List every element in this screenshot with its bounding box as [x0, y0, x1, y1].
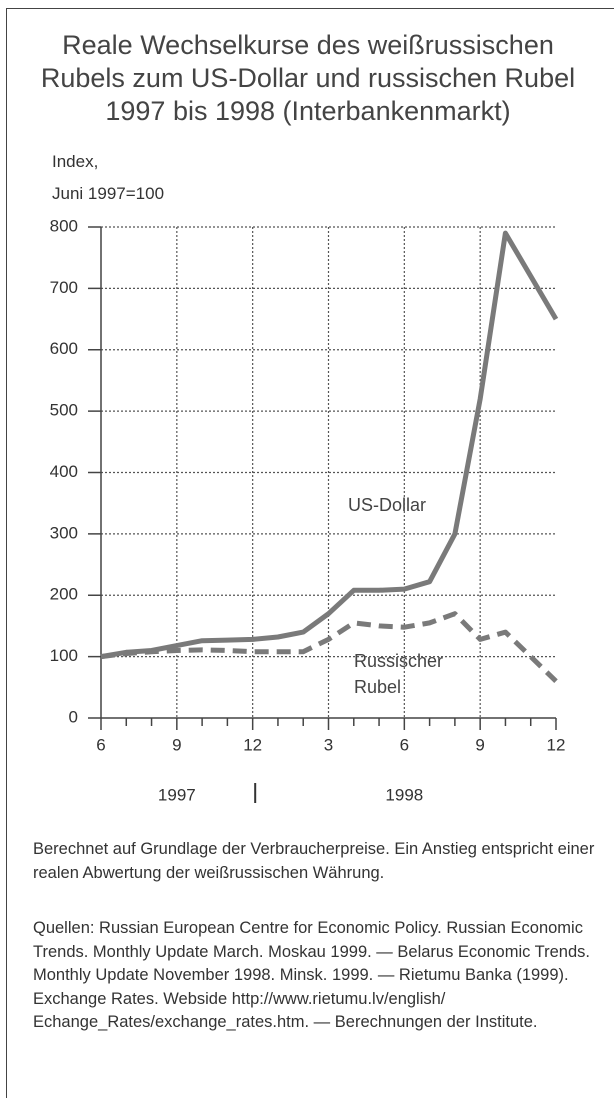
x-tick-label: 6	[96, 735, 105, 754]
series-label: US-Dollar	[348, 495, 427, 515]
y-tick-label: 0	[69, 707, 78, 726]
y-axis-label: Index,	[52, 152, 99, 171]
x-tick-label: 12	[243, 735, 262, 754]
y-tick-label: 400	[50, 462, 78, 481]
x-group-label: 1998	[385, 785, 423, 804]
chart-title: 1997 bis 1998 (Interbankenmarkt)	[105, 96, 511, 126]
chart-title: Reale Wechselkurse des weißrussischen	[62, 30, 554, 60]
y-tick-label: 700	[50, 278, 78, 297]
series-line	[100, 611, 558, 683]
x-tick-label: 3	[324, 735, 333, 754]
x-tick-label: 9	[172, 735, 181, 754]
x-group-label: 1997	[158, 785, 196, 804]
y-tick-label: 300	[50, 523, 78, 542]
series-label: Russischer Rubel	[354, 651, 444, 697]
sources: Quellen: Russian European Centre for Eco…	[33, 919, 590, 1031]
frame	[6, 8, 614, 1098]
y-tick-label: 500	[50, 401, 78, 420]
chart-title: Rubels zum US-Dollar und russischen Rube…	[40, 63, 576, 93]
x-tick-label: 6	[400, 735, 409, 754]
y-axis-label: Juni 1997=100	[52, 184, 165, 203]
y-tick-label: 600	[50, 339, 78, 358]
y-tick-label: 800	[50, 216, 78, 235]
y-tick-label: 200	[50, 585, 78, 604]
series-line	[100, 230, 559, 660]
x-tick-label: 12	[547, 735, 566, 754]
x-tick-label: 9	[475, 735, 484, 754]
note: Berechnet auf Grundlage der Verbraucherp…	[33, 840, 595, 882]
y-tick-label: 100	[50, 646, 78, 665]
